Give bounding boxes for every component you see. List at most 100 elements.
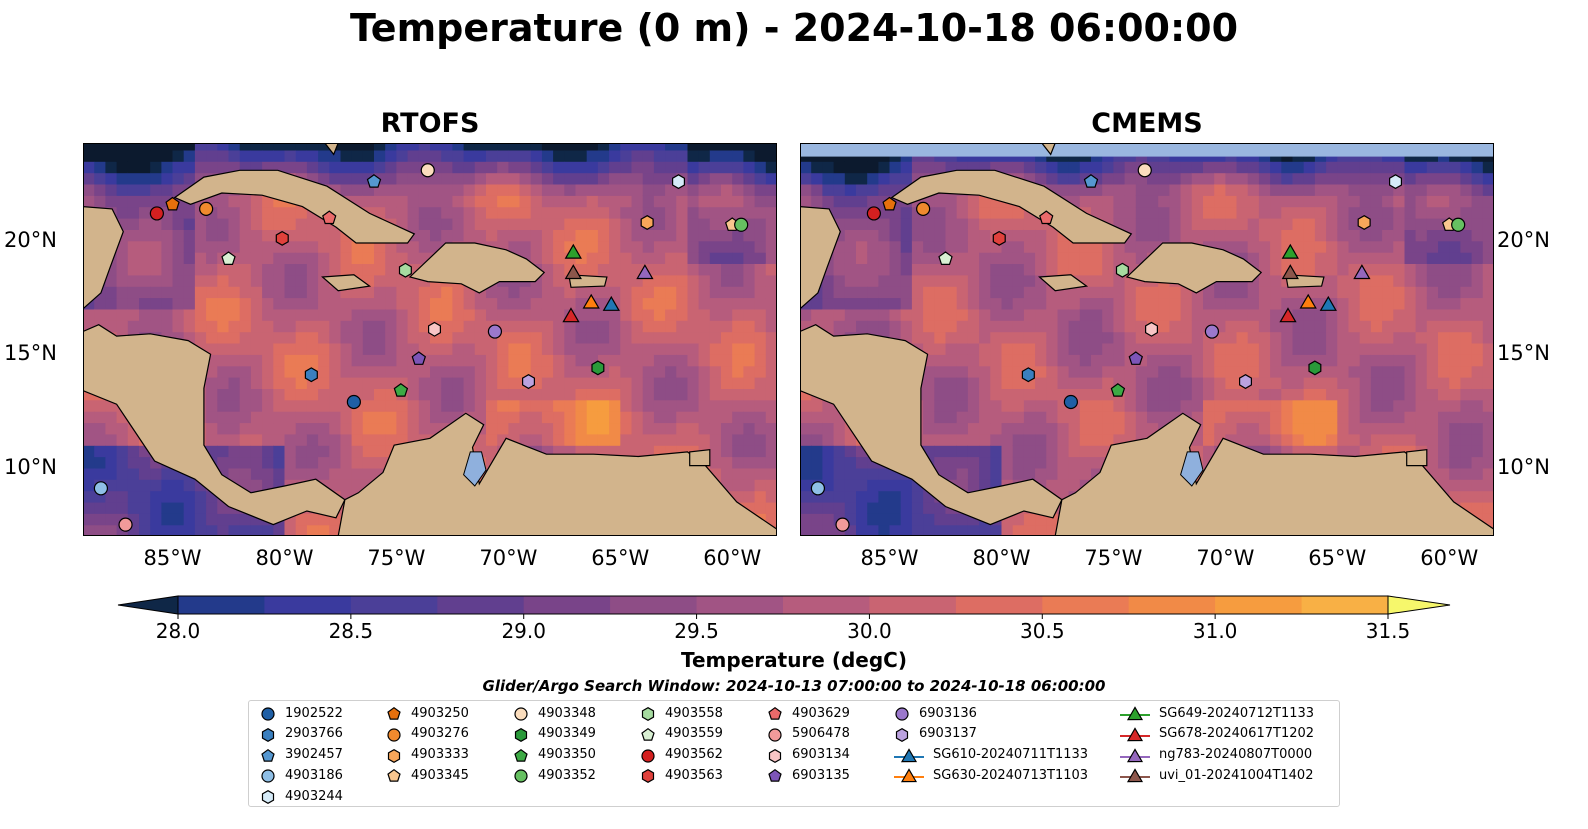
float-marker-6903137[interactable]	[522, 374, 535, 390]
legend-item-4903244[interactable]: 4903244	[259, 786, 343, 806]
float-marker-4903563[interactable]	[275, 230, 289, 246]
legend-item-6903134[interactable]: 6903134	[766, 745, 850, 765]
legend-marker[interactable]	[641, 769, 655, 784]
legend-marker[interactable]	[895, 707, 909, 721]
legend-marker[interactable]	[895, 727, 909, 742]
float-marker-4903352[interactable]	[734, 217, 749, 232]
legend-marker[interactable]	[900, 747, 918, 762]
legend-item-1902522[interactable]: 1902522	[259, 703, 343, 723]
legend-item-sg649-20240712t1133[interactable]: SG649-20240712T1133	[1119, 703, 1314, 723]
float-marker-4903244[interactable]	[1388, 174, 1403, 190]
legend-item-4903558[interactable]: 4903558	[639, 703, 723, 723]
legend-marker[interactable]	[387, 748, 401, 763]
float-marker-uvi_01-20241004t1402[interactable]	[1281, 264, 1299, 280]
legend-marker[interactable]	[641, 727, 655, 741]
float-marker-3902457[interactable]	[366, 174, 382, 188]
legend-marker[interactable]	[641, 748, 655, 763]
legend-marker[interactable]	[387, 706, 401, 720]
legend-item-6903137[interactable]: 6903137	[893, 724, 977, 744]
float-marker-sg649-20240712t1133[interactable]	[564, 243, 582, 259]
legend-item-uvi_01-20241004t1402[interactable]: uvi_01-20241004T1402	[1119, 765, 1313, 785]
legend-item-2903766[interactable]: 2903766	[259, 724, 343, 744]
legend-item-sg678-20240617t1202[interactable]: SG678-20240617T1202	[1119, 724, 1314, 744]
float-marker-4903333[interactable]	[1357, 215, 1371, 230]
legend-item-4903348[interactable]: 4903348	[512, 703, 596, 723]
float-marker-4903558[interactable]	[398, 262, 412, 278]
float-marker-uvi_01-20241004t1402[interactable]	[564, 264, 582, 280]
float-marker-4903348[interactable]	[420, 163, 435, 178]
float-marker-4903349[interactable]	[591, 360, 605, 376]
float-marker-ng783-20240807t0000[interactable]	[1353, 264, 1371, 280]
legend-marker[interactable]	[768, 728, 782, 742]
float-marker-4903276[interactable]	[916, 201, 931, 216]
float-marker-6903136[interactable]	[487, 324, 503, 339]
float-marker-1902522[interactable]	[346, 394, 361, 410]
legend-item-4903186[interactable]: 4903186	[259, 765, 343, 785]
legend-item-4903562[interactable]: 4903562	[639, 745, 723, 765]
float-marker-4903186[interactable]	[810, 481, 826, 496]
float-marker-6903137[interactable]	[1239, 374, 1252, 390]
legend-item-sg610-20240711t1133[interactable]: SG610-20240711T1133	[893, 745, 1088, 765]
float-marker-5906478[interactable]	[835, 517, 850, 532]
legend-marker[interactable]	[387, 728, 401, 742]
float-marker-4903333[interactable]	[640, 215, 654, 230]
legend-marker[interactable]	[387, 769, 401, 783]
float-marker-sg678-20240617t1202[interactable]	[1279, 307, 1297, 323]
map-panel-cmems[interactable]	[800, 143, 1494, 536]
legend-marker[interactable]	[1126, 706, 1144, 721]
legend-marker[interactable]	[514, 707, 528, 721]
float-marker-4903563[interactable]	[992, 230, 1006, 246]
legend-item-3902457[interactable]: 3902457	[259, 745, 343, 765]
legend-item-4903250[interactable]: 4903250	[385, 703, 469, 723]
float-marker-4903559[interactable]	[221, 251, 236, 266]
float-marker-2903766[interactable]	[304, 367, 318, 383]
legend-item-4903276[interactable]: 4903276	[385, 724, 469, 744]
legend-item-sg630-20240713t1103[interactable]: SG630-20240713T1103	[893, 765, 1088, 785]
float-marker-4903250[interactable]	[165, 196, 180, 211]
float-marker-4903186[interactable]	[93, 481, 109, 496]
legend-marker[interactable]	[514, 727, 528, 742]
float-marker-sg678-20240617t1202[interactable]	[562, 307, 580, 323]
float-marker-6903134[interactable]	[1145, 321, 1158, 337]
float-marker-4903629[interactable]	[1039, 210, 1054, 225]
legend-item-6903136[interactable]: 6903136	[893, 703, 977, 723]
float-marker-4903562[interactable]	[866, 206, 881, 221]
legend-item-4903629[interactable]: 4903629	[766, 703, 850, 723]
float-marker-4903276[interactable]	[199, 201, 214, 216]
legend-marker[interactable]	[768, 748, 782, 763]
float-marker-5906478[interactable]	[118, 517, 133, 532]
float-marker-4903244[interactable]	[671, 174, 686, 190]
legend-item-4903345[interactable]: 4903345	[385, 765, 469, 785]
float-marker-4903348[interactable]	[1137, 163, 1152, 178]
legend-marker[interactable]	[900, 768, 918, 783]
float-marker-4903352[interactable]	[1451, 217, 1466, 232]
float-marker-3902457[interactable]	[1083, 174, 1099, 188]
float-marker-4903629[interactable]	[322, 210, 337, 225]
legend-marker[interactable]	[261, 707, 275, 721]
float-marker-6903134[interactable]	[428, 321, 441, 337]
float-marker-sg630-20240713t1103[interactable]	[582, 293, 600, 309]
legend-marker[interactable]	[261, 790, 275, 805]
legend-item-ng783-20240807t0000[interactable]: ng783-20240807T0000	[1119, 745, 1312, 765]
legend-marker[interactable]	[1126, 768, 1144, 783]
legend-item-4903559[interactable]: 4903559	[639, 724, 723, 744]
legend-marker[interactable]	[768, 706, 782, 720]
float-marker-4903350[interactable]	[393, 383, 409, 397]
legend-item-4903333[interactable]: 4903333	[385, 745, 469, 765]
legend-marker[interactable]	[1126, 726, 1144, 742]
float-marker-2903766[interactable]	[1021, 367, 1035, 383]
float-marker-6903135[interactable]	[411, 351, 427, 365]
map-panel-rtofs[interactable]	[83, 143, 777, 536]
float-marker-ng783-20240807t0000[interactable]	[636, 264, 654, 280]
legend-item-6903135[interactable]: 6903135	[766, 765, 850, 785]
legend-item-5906478[interactable]: 5906478	[766, 724, 850, 744]
float-marker-4903559[interactable]	[938, 251, 953, 266]
float-marker-sg610-20240711t1133[interactable]	[602, 295, 620, 311]
legend-item-4903563[interactable]: 4903563	[639, 765, 723, 785]
float-marker-6903136[interactable]	[1204, 324, 1220, 339]
legend-item-4903349[interactable]: 4903349	[512, 724, 596, 744]
float-marker-4903558[interactable]	[1115, 262, 1129, 278]
legend-marker[interactable]	[261, 727, 275, 742]
legend-marker[interactable]	[768, 769, 782, 783]
legend-marker[interactable]	[641, 707, 655, 721]
